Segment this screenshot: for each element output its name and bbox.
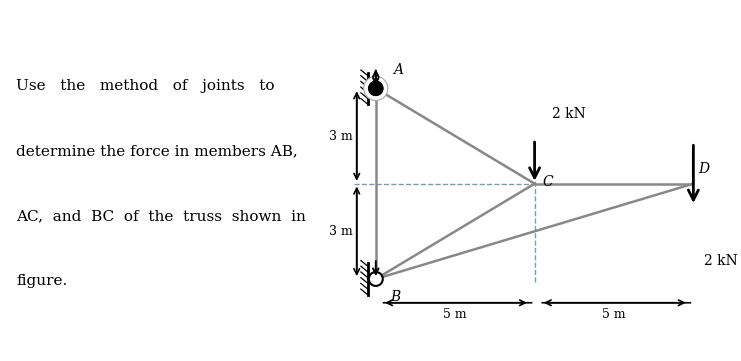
Circle shape — [369, 272, 383, 286]
Text: determine the force in members AB,: determine the force in members AB, — [16, 144, 298, 158]
Text: figure.: figure. — [16, 274, 67, 288]
Text: 3 m: 3 m — [329, 130, 353, 143]
Circle shape — [364, 76, 388, 100]
Text: Use   the   method   of   joints   to: Use the method of joints to — [16, 79, 275, 93]
Text: 5 m: 5 m — [443, 308, 467, 321]
Text: B: B — [390, 290, 400, 304]
Text: 2 kN: 2 kN — [705, 255, 738, 269]
Text: 5 m: 5 m — [602, 308, 626, 321]
Circle shape — [369, 82, 383, 95]
Text: 2 kN: 2 kN — [552, 107, 586, 121]
Text: 3 m: 3 m — [329, 225, 353, 238]
Text: A: A — [393, 63, 403, 77]
Text: C: C — [542, 175, 553, 189]
Text: D: D — [698, 162, 709, 177]
Text: AC,  and  BC  of  the  truss  shown  in: AC, and BC of the truss shown in — [16, 209, 306, 223]
Circle shape — [369, 82, 383, 95]
